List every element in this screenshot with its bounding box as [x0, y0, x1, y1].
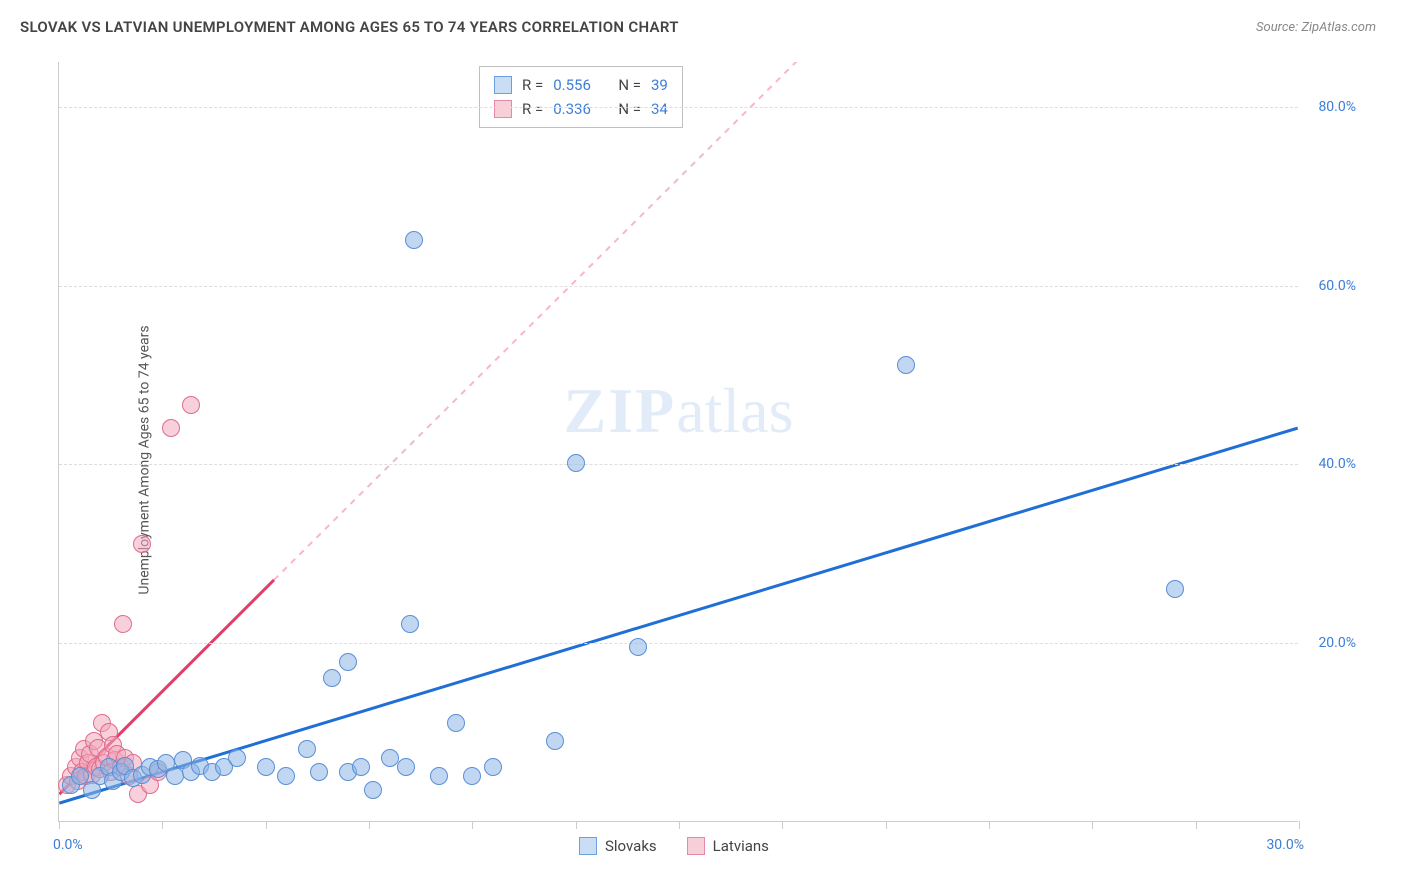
watermark-zip: ZIP: [564, 375, 677, 446]
latvian-point: [162, 419, 180, 437]
source-prefix: Source:: [1256, 20, 1301, 35]
gridline: [59, 107, 1298, 108]
slovak-point: [166, 767, 184, 785]
r-value: 0.556: [553, 73, 591, 97]
r-value: 0.336: [553, 97, 591, 121]
x-tick: [782, 821, 783, 829]
legend-swatch: [687, 837, 705, 855]
x-tick: [472, 821, 473, 829]
x-tick: [1092, 821, 1093, 829]
watermark: ZIPatlas: [564, 374, 794, 448]
x-tick: [989, 821, 990, 829]
r-label: R =: [522, 73, 543, 97]
slovak-point: [405, 231, 423, 249]
gridline: [59, 643, 1298, 644]
slovak-point: [323, 669, 341, 687]
y-tick-label: 80.0%: [1318, 99, 1356, 115]
slovak-point: [567, 454, 585, 472]
trend-line: [59, 428, 1297, 803]
slovak-point: [310, 763, 328, 781]
x-tick: [1196, 821, 1197, 829]
x-tick: [886, 821, 887, 829]
source-attribution: Source: ZipAtlas.com: [1256, 20, 1376, 35]
slovak-point: [401, 615, 419, 633]
chart-container: Unemployment Among Ages 65 to 74 years Z…: [20, 50, 1386, 870]
slovak-point: [381, 749, 399, 767]
x-tick: [369, 821, 370, 829]
chart-title: SLOVAK VS LATVIAN UNEMPLOYMENT AMONG AGE…: [20, 18, 679, 36]
slovak-point: [897, 356, 915, 374]
legend-stat-row: R = 0.556 N = 39: [494, 73, 668, 97]
watermark-atlas: atlas: [676, 375, 793, 446]
latvian-point: [133, 535, 151, 553]
slovak-point: [484, 758, 502, 776]
slovak-point: [352, 758, 370, 776]
x-tick: [1299, 821, 1300, 829]
legend-series-label: Latvians: [713, 837, 769, 855]
legend-stats-box: R = 0.556 N = 39R = 0.336 N = 34: [479, 66, 683, 128]
plot-area: ZIPatlas R = 0.556 N = 39R = 0.336 N = 3…: [58, 62, 1298, 822]
x-min-label: 0.0%: [53, 837, 83, 853]
legend-swatch: [494, 100, 512, 118]
slovak-point: [629, 638, 647, 656]
slovak-point: [447, 714, 465, 732]
slovak-point: [298, 740, 316, 758]
slovak-point: [397, 758, 415, 776]
n-value: 39: [651, 73, 668, 97]
legend-swatch: [494, 76, 512, 94]
n-label: N =: [618, 97, 641, 121]
slovak-point: [1166, 580, 1184, 598]
x-tick: [266, 821, 267, 829]
latvian-point: [182, 396, 200, 414]
x-max-label: 30.0%: [1266, 837, 1304, 853]
trend-line: [274, 62, 823, 580]
y-tick-label: 20.0%: [1318, 635, 1356, 651]
legend-stat-row: R = 0.336 N = 34: [494, 97, 668, 121]
legend-series: Slovaks Latvians: [579, 837, 769, 855]
gridline: [59, 286, 1298, 287]
x-tick: [576, 821, 577, 829]
n-label: N =: [618, 73, 641, 97]
trendlines-layer: [59, 62, 1298, 821]
legend-series-label: Slovaks: [605, 837, 657, 855]
legend-series-item: Latvians: [687, 837, 769, 855]
y-tick-label: 40.0%: [1318, 456, 1356, 472]
slovak-point: [364, 781, 382, 799]
slovak-point: [257, 758, 275, 776]
legend-series-item: Slovaks: [579, 837, 657, 855]
x-tick: [679, 821, 680, 829]
x-tick: [59, 821, 60, 829]
gridline: [59, 464, 1298, 465]
slovak-point: [228, 749, 246, 767]
x-tick: [162, 821, 163, 829]
source-name: ZipAtlas.com: [1301, 20, 1376, 35]
y-tick-label: 60.0%: [1318, 278, 1356, 294]
slovak-point: [463, 767, 481, 785]
slovak-point: [339, 653, 357, 671]
r-label: R =: [522, 97, 543, 121]
n-value: 34: [651, 97, 668, 121]
slovak-point: [546, 732, 564, 750]
slovak-point: [277, 767, 295, 785]
latvian-point: [114, 615, 132, 633]
slovak-point: [430, 767, 448, 785]
legend-swatch: [579, 837, 597, 855]
